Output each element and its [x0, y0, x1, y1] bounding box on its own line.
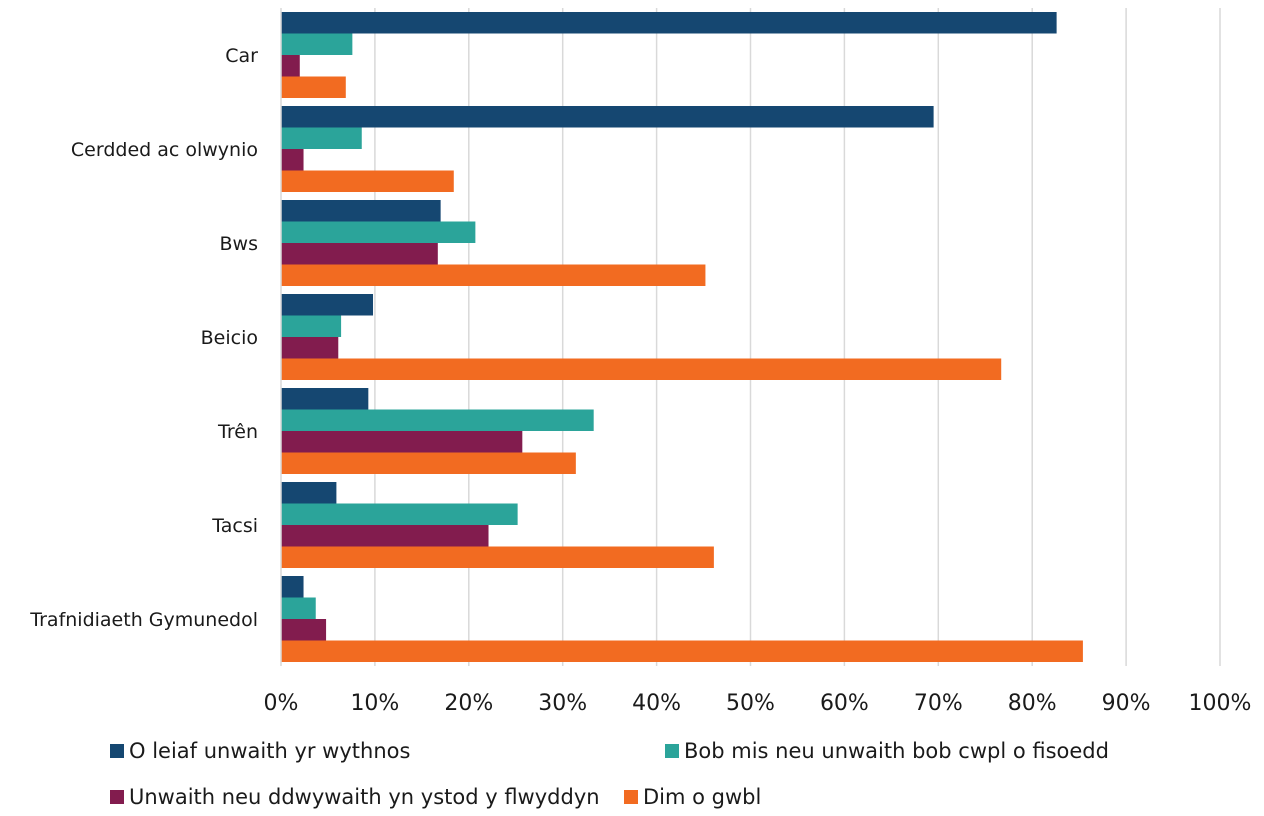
category-label: Beicio: [201, 327, 258, 349]
bar: [281, 503, 518, 525]
bar: [281, 452, 576, 474]
x-tick-label: 100%: [1189, 691, 1252, 716]
bar: [281, 170, 454, 192]
bar: [281, 33, 353, 55]
bar: [281, 576, 304, 598]
bar: [281, 640, 1083, 662]
bar: [281, 546, 714, 568]
bar: [281, 12, 1057, 34]
legend-swatch: [665, 744, 679, 758]
legend-swatch: [624, 790, 638, 804]
bar: [281, 76, 346, 98]
bar: [281, 294, 374, 316]
bar: [281, 482, 337, 504]
x-tick-label: 50%: [726, 691, 775, 716]
bar: [281, 619, 327, 641]
x-tick-label: 60%: [820, 691, 869, 716]
bar: [281, 358, 1002, 380]
x-tick-label: 10%: [350, 691, 399, 716]
bars: [281, 12, 1083, 662]
bar: [281, 55, 300, 77]
bar: [281, 106, 934, 128]
legend-label: O leiaf unwaith yr wythnos: [129, 739, 410, 763]
x-tick-label: 20%: [444, 691, 493, 716]
x-tick-label: 40%: [632, 691, 681, 716]
bar: [281, 337, 339, 359]
legend: O leiaf unwaith yr wythnos Bob mis neu un…: [110, 739, 1109, 809]
x-tick-labels: 0% 10% 20% 30% 40% 50% 60% 70% 80% 90% 100%: [264, 691, 1252, 716]
bar: [281, 149, 304, 171]
legend-swatch: [110, 744, 124, 758]
bar: [281, 127, 362, 149]
bar: [281, 200, 441, 222]
category-label: Cerdded ac olwynio: [71, 139, 258, 161]
bar: [281, 409, 594, 431]
bar: [281, 264, 706, 286]
x-tick-label: 70%: [914, 691, 963, 716]
category-labels: Car Cerdded ac olwynio Bws Beicio Trên Tacsi T…: [29, 45, 258, 631]
legend-label: Dim o gwbl: [643, 785, 761, 809]
category-label: Bws: [220, 233, 258, 255]
bar: [281, 388, 369, 410]
legend-label: Unwaith neu ddwywaith yn ystod y flwyddy…: [129, 785, 600, 809]
bar: [281, 597, 316, 619]
category-label: Trafnidiaeth Gymunedol: [29, 609, 258, 631]
legend-swatch: [110, 790, 124, 804]
category-label: Car: [225, 45, 258, 67]
bar: [281, 315, 342, 337]
x-tick-label: 0%: [264, 691, 299, 716]
x-tick-label: 30%: [538, 691, 587, 716]
x-tick-label: 90%: [1102, 691, 1151, 716]
bar: [281, 243, 438, 265]
x-tick-label: 80%: [1008, 691, 1057, 716]
category-label: Tacsi: [211, 515, 258, 537]
bar: [281, 431, 523, 453]
bar: [281, 221, 476, 243]
category-label: Trên: [217, 421, 258, 443]
legend-label: Bob mis neu unwaith bob cwpl o fisoedd: [684, 739, 1109, 763]
bar: [281, 525, 489, 547]
